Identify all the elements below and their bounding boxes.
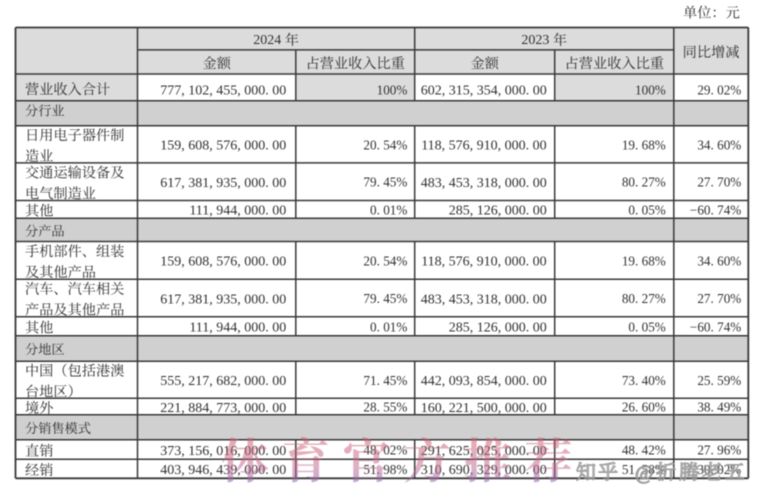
svg-text:80. 27%: 80. 27% bbox=[622, 175, 666, 190]
svg-text:27. 96%: 27. 96% bbox=[697, 443, 741, 458]
svg-text:19. 68%: 19. 68% bbox=[622, 253, 666, 268]
svg-text:442, 093, 854, 000. 00: 442, 093, 854, 000. 00 bbox=[421, 374, 547, 389]
svg-text:617, 381, 935, 000. 00: 617, 381, 935, 000. 00 bbox=[160, 292, 286, 307]
svg-text:73. 40%: 73. 40% bbox=[622, 373, 666, 388]
svg-text:221, 884, 773, 000. 00: 221, 884, 773, 000. 00 bbox=[160, 401, 286, 416]
svg-text:79. 45%: 79. 45% bbox=[363, 175, 407, 190]
svg-text:100%: 100% bbox=[377, 83, 408, 98]
svg-text:20. 54%: 20. 54% bbox=[363, 253, 407, 268]
svg-text:777, 102, 455, 000. 00: 777, 102, 455, 000. 00 bbox=[160, 84, 286, 99]
svg-text:34. 60%: 34. 60% bbox=[697, 253, 741, 268]
svg-text:159, 608, 576, 000. 00: 159, 608, 576, 000. 00 bbox=[160, 255, 286, 270]
svg-text:100%: 100% bbox=[635, 83, 666, 98]
svg-text:0. 05%: 0. 05% bbox=[628, 202, 665, 217]
svg-text:27. 70%: 27. 70% bbox=[697, 175, 741, 190]
svg-text:20. 54%: 20. 54% bbox=[363, 137, 407, 152]
svg-text:0. 05%: 0. 05% bbox=[628, 319, 665, 334]
svg-text:160, 221, 500, 000. 00: 160, 221, 500, 000. 00 bbox=[421, 401, 547, 416]
svg-text:285, 126, 000. 00: 285, 126, 000. 00 bbox=[449, 204, 547, 219]
svg-text:2024: 2024 bbox=[253, 33, 281, 48]
svg-text:159, 608, 576, 000. 00: 159, 608, 576, 000. 00 bbox=[160, 139, 286, 154]
svg-text:602, 315, 354, 000. 00: 602, 315, 354, 000. 00 bbox=[421, 84, 547, 99]
svg-text:26. 60%: 26. 60% bbox=[622, 400, 666, 415]
svg-text:2023: 2023 bbox=[521, 33, 549, 48]
svg-text:617, 381, 935, 000. 00: 617, 381, 935, 000. 00 bbox=[160, 176, 286, 191]
svg-text:118, 576, 910, 000. 00: 118, 576, 910, 000. 00 bbox=[421, 255, 546, 270]
svg-text:34. 60%: 34. 60% bbox=[697, 137, 741, 152]
svg-text:80. 27%: 80. 27% bbox=[622, 291, 666, 306]
svg-text:483, 453, 318, 000. 00: 483, 453, 318, 000. 00 bbox=[421, 176, 547, 191]
svg-text:38. 49%: 38. 49% bbox=[697, 400, 741, 415]
svg-text:118, 576, 910, 000. 00: 118, 576, 910, 000. 00 bbox=[421, 139, 546, 154]
svg-text:0. 01%: 0. 01% bbox=[370, 202, 407, 217]
svg-text:111, 944, 000. 00: 111, 944, 000. 00 bbox=[189, 321, 286, 336]
svg-text:285, 126, 000. 00: 285, 126, 000. 00 bbox=[449, 321, 547, 336]
svg-text:51. 58%: 51. 58% bbox=[622, 462, 666, 477]
svg-text:483, 453, 318, 000. 00: 483, 453, 318, 000. 00 bbox=[421, 292, 547, 307]
svg-text:79. 45%: 79. 45% bbox=[363, 291, 407, 306]
svg-text:−60. 74%: −60. 74% bbox=[690, 202, 741, 217]
svg-text:29. 02%: 29. 02% bbox=[697, 83, 741, 98]
svg-text:25. 59%: 25. 59% bbox=[697, 373, 741, 388]
svg-text:0. 01%: 0. 01% bbox=[370, 319, 407, 334]
svg-text:@: @ bbox=[635, 462, 653, 484]
svg-text:71. 45%: 71. 45% bbox=[363, 373, 407, 388]
svg-text:111, 944, 000. 00: 111, 944, 000. 00 bbox=[189, 204, 286, 219]
svg-text:27. 70%: 27. 70% bbox=[697, 291, 741, 306]
svg-text:−60. 74%: −60. 74% bbox=[690, 319, 741, 334]
svg-text:19. 68%: 19. 68% bbox=[622, 137, 666, 152]
svg-text:28. 55%: 28. 55% bbox=[363, 400, 407, 415]
svg-text:48. 42%: 48. 42% bbox=[622, 443, 666, 458]
svg-text:555, 217, 682, 000. 00: 555, 217, 682, 000. 00 bbox=[160, 374, 286, 389]
